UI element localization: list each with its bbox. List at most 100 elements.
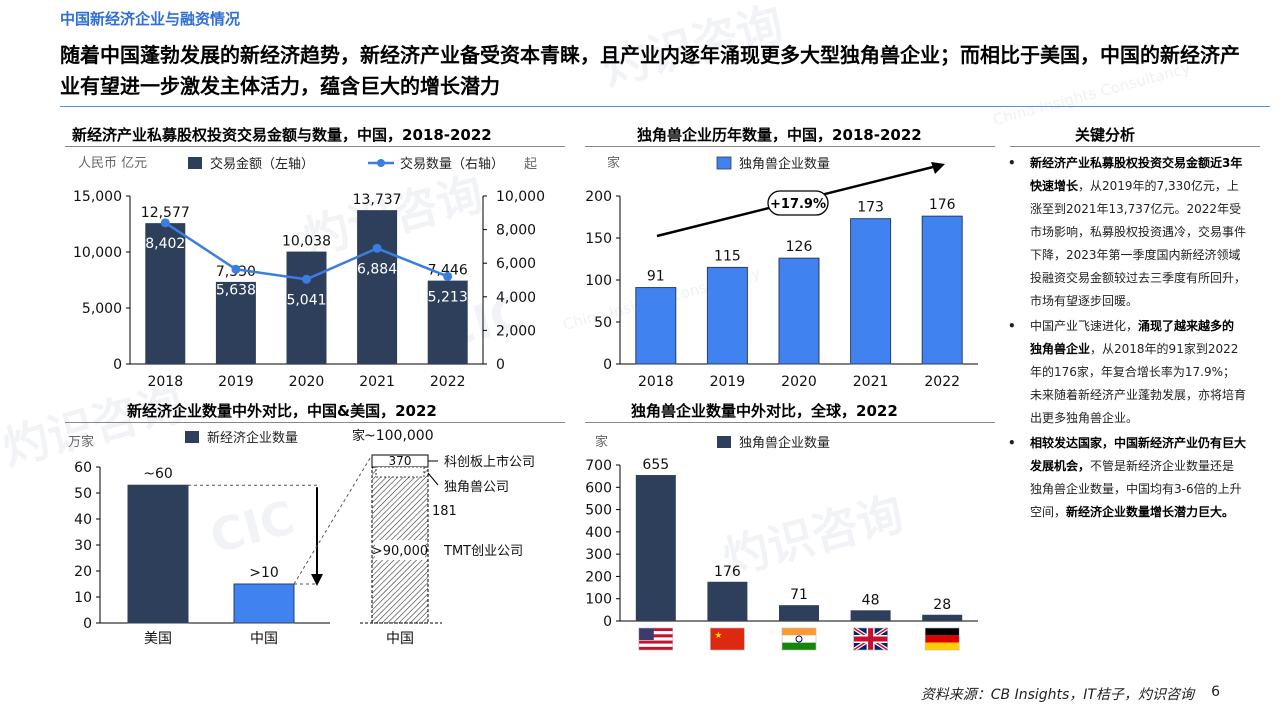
flag-border: [924, 627, 960, 651]
chart2-bar-label: 115: [714, 248, 741, 264]
chart2-ylabel: 家: [607, 155, 620, 171]
in-flag-icon: [781, 627, 817, 651]
in-flag-green: [782, 642, 816, 650]
chart1-title-rule: [65, 146, 565, 147]
chart2-legend: 独角兽企业数量: [739, 156, 830, 172]
chart3-segment-label: 181: [432, 504, 457, 519]
bullet-dot-icon: •: [1008, 156, 1016, 170]
us-flag-stripe: [638, 637, 673, 641]
chart1-legend-line-dot: [377, 159, 385, 167]
chart3-xtick-label: 中国: [250, 631, 278, 647]
analysis-bullet-3-text: 不管是新经济企业数量还是独角兽企业数量，中国均有3-6倍的上升空间，: [1030, 459, 1242, 519]
analysis-bullet-2: • 中国产业飞速进化，涌现了越来越多的独角兽企业，从2018年的91家到2022年…: [1008, 315, 1246, 430]
chart4-legend: 独角兽企业数量: [739, 435, 830, 451]
chart3-ytick-label: 50: [74, 486, 92, 502]
chart2-cagr-label: +17.9%: [770, 197, 826, 212]
analysis-bullet-2-text: ，从2018年的91家到2022年的176家，年复合增长率为17.9%；未来随着…: [1030, 342, 1247, 425]
analysis-bullet-1-bold: 新经济产业私募股权投资交易金额近3年快速增长: [1030, 156, 1243, 193]
chart3-segment-name: 独角兽公司: [444, 480, 509, 495]
chart1-line-point: [160, 218, 170, 228]
chart1-ytick-label: 15,000: [73, 189, 122, 205]
chart4-ylabel: 家: [595, 434, 608, 450]
chart2-ytick-label: 50: [594, 315, 612, 331]
page-headline: 随着中国蓬勃发展的新经济趋势，新经济产业备受资本青睐，且产业内逐年涌现更多大型独…: [60, 43, 1240, 98]
analysis-bullet-3-bold: 相较发达国家，中国新经济产业仍有巨大发展机会，: [1030, 436, 1247, 473]
us-flag-stripe: [638, 634, 673, 638]
chart2-title: 独角兽企业历年数量，中国，2018-2022: [637, 126, 922, 144]
chart1-y2tick-label: 4,000: [496, 290, 536, 306]
chart1-line-point: [372, 243, 382, 253]
chart4-title-rule: [585, 422, 995, 423]
chart1-ytick-label: 10,000: [73, 245, 122, 261]
chart4-ytick-label: 700: [585, 458, 612, 474]
section-label: 中国新经济企业与融资情况: [60, 10, 241, 28]
chart4-bar-label: 71: [790, 587, 808, 603]
analysis-bullet-3-bold2: 新经济企业数量增长潜力巨大。: [1066, 505, 1235, 519]
uk-flag-icon: [852, 626, 889, 652]
us-flag-stripe: [638, 628, 673, 632]
flag-border: [710, 627, 745, 651]
chart3-title: 新经济企业数量中外对比，中国&美国，2022: [127, 402, 437, 420]
chart4-bar: [922, 614, 963, 621]
chart1-bar: [145, 223, 186, 364]
chart2-bar: [850, 218, 892, 365]
chart4-ytick-label: 100: [585, 592, 612, 608]
chart4-ytick-label: 200: [585, 569, 612, 585]
chart2-xtick-label: 2021: [853, 374, 889, 390]
chart3-breakdown-total: ~100,000: [364, 428, 434, 444]
chart4-bar: [635, 475, 676, 621]
chart1-svg: 人民币 亿元 交易金额（左轴） 交易数量（右轴） 起 15,000 10,000 5…: [73, 156, 545, 390]
chart1-bar: [357, 210, 398, 364]
chart1-y2tick-label: 0: [496, 357, 505, 373]
chart2-svg: 家 独角兽企业数量 200 150 100 50 0 91 2018 115 2019 126 20…: [585, 155, 978, 390]
chart2-bar-label: 126: [786, 239, 813, 255]
uk-flag-cross-red: [853, 636, 888, 642]
analysis-bullet-1: • 新经济产业私募股权投资交易金额近3年快速增长，从2019年的7,330亿元，上…: [1008, 152, 1246, 313]
chart2-ytick-label: 100: [585, 273, 612, 289]
chart1-xtick-label: 2021: [359, 374, 395, 390]
chart4-bar: [707, 581, 748, 621]
analysis-title: 关键分析: [1075, 126, 1136, 144]
chart1-bar: [286, 251, 327, 364]
chart1-bar-label: 7,446: [428, 263, 468, 279]
chart2-bar: [706, 266, 748, 365]
chart3-breakdown-bar: [371, 454, 429, 624]
chart1-xtick-label: 2020: [289, 374, 325, 390]
chart1-bar: [427, 280, 468, 364]
chart3-breakdown-unit: 家: [352, 428, 365, 444]
header-divider: [60, 106, 1270, 107]
chart1-y2tick-label: 10,000: [496, 189, 545, 205]
chart1-bar: [215, 281, 256, 364]
chart3-segment-name: TMT创业公司: [443, 544, 523, 559]
chart2-cagr-badge: [767, 190, 829, 216]
us-flag-icon: [638, 627, 674, 651]
chart2-bar: [778, 257, 820, 365]
bullet-dot-icon: •: [1008, 319, 1016, 333]
chart3-bar: [233, 583, 295, 624]
analysis-title-rule: [1010, 146, 1260, 147]
chart4-ytick-label: 0: [603, 614, 612, 630]
page-number: 6: [1211, 684, 1220, 700]
chart2-xtick-label: 2019: [710, 374, 746, 390]
chart4-bar-label: 176: [714, 564, 741, 580]
chart1-legend-bar-swatch: [188, 157, 202, 169]
de-flag-icon: [924, 627, 960, 651]
analysis-bullet-2-bold: 涌现了越来越多的独角兽企业: [1030, 319, 1235, 356]
chart4-bar-label: 48: [862, 592, 880, 608]
chart1-ylabel: 人民币 亿元: [78, 156, 147, 171]
chart4-ytick-label: 600: [585, 480, 612, 496]
chart3-segment-label: >90,000: [372, 544, 428, 559]
chart1-bar-label: 12,577: [141, 205, 190, 221]
chart3-legend-swatch: [185, 431, 199, 443]
chart1-line-point: [443, 271, 453, 281]
chart2-bar-label: 176: [929, 197, 956, 213]
chart1-y2label: 起: [524, 157, 537, 172]
chart3-bar-label: >10: [249, 565, 279, 581]
chart3-legend: 新经济企业数量: [207, 430, 298, 446]
chart1-title: 新经济产业私募股权投资交易金额与数量，中国，2018-2022: [72, 126, 492, 144]
analysis-bullet-1-text: ，从2019年的7,330亿元，上涨至到2021年13,737亿元。2022年受…: [1030, 179, 1247, 308]
chart1-line-label: 8,402: [145, 236, 185, 252]
chart3-segment-name: 科创板上市公司: [444, 454, 535, 470]
chart3-bar: [127, 484, 189, 624]
chart1-bar-label: 13,737: [353, 192, 402, 208]
